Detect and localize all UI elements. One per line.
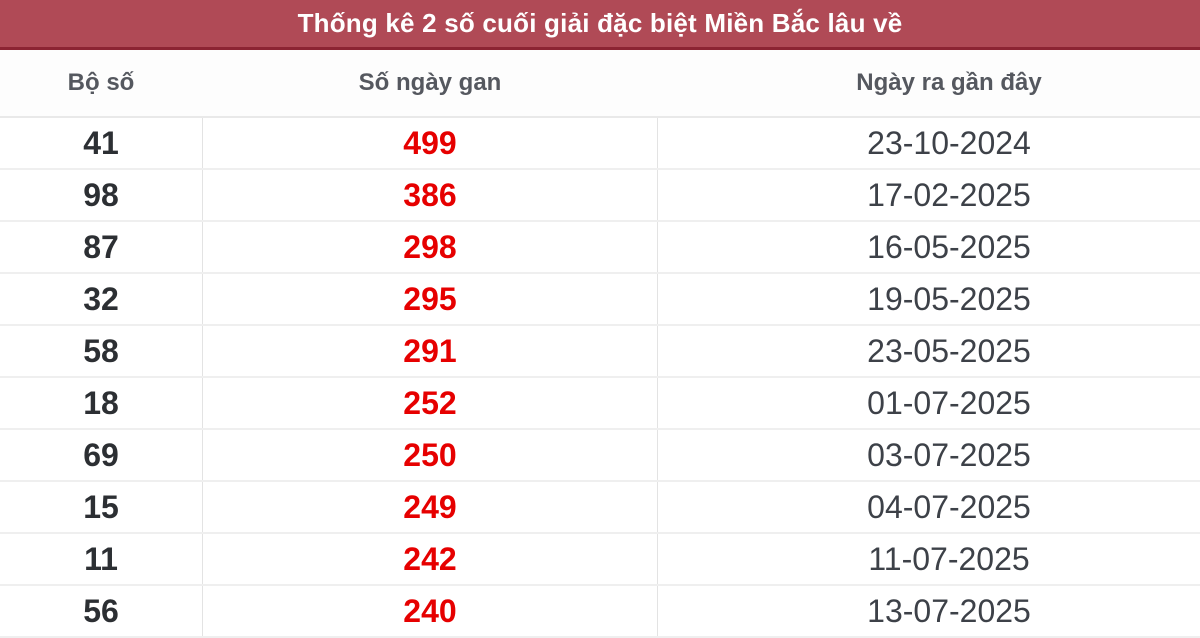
column-header-bo-so: Bộ số [67, 69, 135, 96]
table-row: 15 249 04-07-2025 [0, 482, 1200, 534]
page-title: Thống kê 2 số cuối giải đặc biệt Miền Bắ… [0, 0, 1200, 50]
table-body: 41 499 23-10-2024 98 386 17-02-2025 87 2… [0, 118, 1200, 638]
cell-so-ngay-gan: 250 [202, 430, 658, 480]
table-row: 18 252 01-07-2025 [0, 378, 1200, 430]
table-header-row: Bộ số Số ngày gan Ngày ra gần đây [0, 50, 1200, 118]
table-row: 87 298 16-05-2025 [0, 222, 1200, 274]
cell-ngay-ra-gan-day: 23-10-2024 [867, 124, 1031, 161]
cell-so-ngay-gan: 252 [202, 378, 658, 428]
cell-bo-so: 56 [83, 592, 119, 629]
cell-so-ngay-gan: 499 [202, 118, 658, 168]
cell-bo-so: 41 [83, 124, 119, 161]
cell-bo-so: 11 [84, 540, 118, 577]
cell-so-ngay-gan: 240 [202, 586, 658, 636]
cell-ngay-ra-gan-day: 04-07-2025 [867, 488, 1031, 525]
table-row: 32 295 19-05-2025 [0, 274, 1200, 326]
column-header-ngay-ra-gan-day: Ngày ra gần đây [856, 69, 1042, 96]
cell-bo-so: 58 [83, 332, 119, 369]
cell-ngay-ra-gan-day: 19-05-2025 [867, 280, 1031, 317]
cell-ngay-ra-gan-day: 17-02-2025 [867, 176, 1031, 213]
column-header-so-ngay-gan: Số ngày gan [358, 69, 502, 96]
cell-ngay-ra-gan-day: 03-07-2025 [867, 436, 1031, 473]
cell-bo-so: 32 [83, 280, 119, 317]
table-row: 58 291 23-05-2025 [0, 326, 1200, 378]
cell-bo-so: 15 [83, 488, 119, 525]
cell-ngay-ra-gan-day: 11-07-2025 [868, 540, 1030, 577]
table-row: 98 386 17-02-2025 [0, 170, 1200, 222]
cell-so-ngay-gan: 242 [202, 534, 658, 584]
cell-ngay-ra-gan-day: 16-05-2025 [867, 228, 1031, 265]
cell-so-ngay-gan: 298 [202, 222, 658, 272]
cell-so-ngay-gan: 249 [202, 482, 658, 532]
table-row: 41 499 23-10-2024 [0, 118, 1200, 170]
cell-ngay-ra-gan-day: 23-05-2025 [867, 332, 1031, 369]
cell-ngay-ra-gan-day: 01-07-2025 [867, 384, 1031, 421]
cell-bo-so: 18 [83, 384, 119, 421]
table-row: 11 242 11-07-2025 [0, 534, 1200, 586]
cell-so-ngay-gan: 291 [202, 326, 658, 376]
cell-ngay-ra-gan-day: 13-07-2025 [867, 592, 1031, 629]
table-row: 56 240 13-07-2025 [0, 586, 1200, 638]
cell-bo-so: 98 [83, 176, 119, 213]
cell-so-ngay-gan: 295 [202, 274, 658, 324]
cell-so-ngay-gan: 386 [202, 170, 658, 220]
gan-stats-table: Bộ số Số ngày gan Ngày ra gần đây 41 499… [0, 50, 1200, 638]
cell-bo-so: 69 [83, 436, 119, 473]
cell-bo-so: 87 [83, 228, 119, 265]
table-row: 69 250 03-07-2025 [0, 430, 1200, 482]
